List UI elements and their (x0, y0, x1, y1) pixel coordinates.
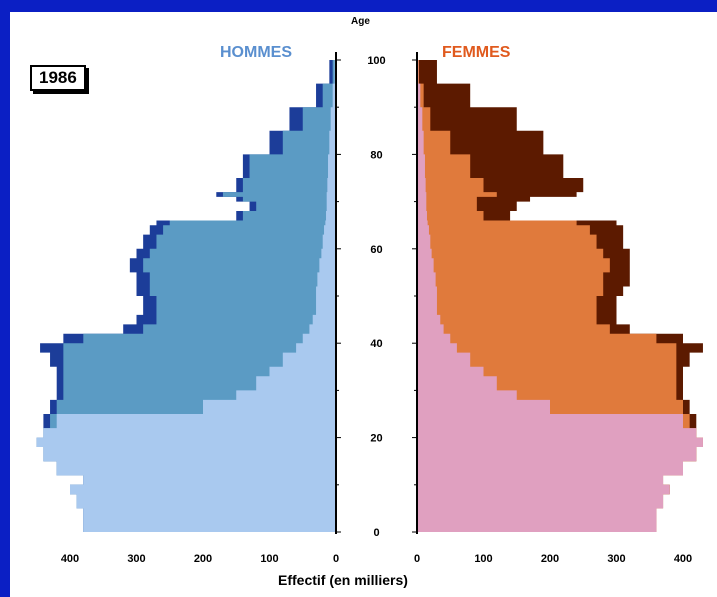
pyramid-young-hommes (36, 60, 336, 532)
x-tick-label-right: 300 (607, 553, 625, 565)
x-tick-label-right: 0 (414, 553, 420, 565)
age-tick-label: 100 (367, 55, 385, 67)
population-pyramid-chart: 0 20 40 60 80 100 400 300 200 100 0 0 100 200 300 400 (36, 52, 703, 565)
x-tick-label-left: 0 (333, 553, 339, 565)
x-tick-label-left: 300 (127, 553, 145, 565)
age-tick-label: 20 (370, 433, 382, 445)
age-tick-label: 0 (373, 527, 379, 539)
x-tick-label-left: 200 (194, 553, 212, 565)
age-tick-label: 60 (370, 244, 382, 256)
pyramid-young-femmes (417, 60, 703, 532)
x-tick-label-right: 100 (474, 553, 492, 565)
x-tick-label-left: 100 (260, 553, 278, 565)
x-axis-label: Effectif (en milliers) (278, 572, 408, 588)
chart-frame: 0 20 40 60 80 100 400 300 200 100 0 0 100 200 300 400 1… (10, 12, 717, 597)
year-label: 1986 (30, 65, 86, 91)
panel-title-hommes: HOMMES (220, 44, 292, 61)
x-tick-label-right: 200 (541, 553, 559, 565)
y-axis-label: Age (351, 16, 370, 27)
age-tick-label: 40 (370, 338, 382, 350)
x-tick-label-left: 400 (61, 553, 79, 565)
panel-title-femmes: FEMMES (442, 44, 511, 61)
x-tick-label-right: 400 (674, 553, 692, 565)
age-tick-label: 80 (370, 149, 382, 161)
